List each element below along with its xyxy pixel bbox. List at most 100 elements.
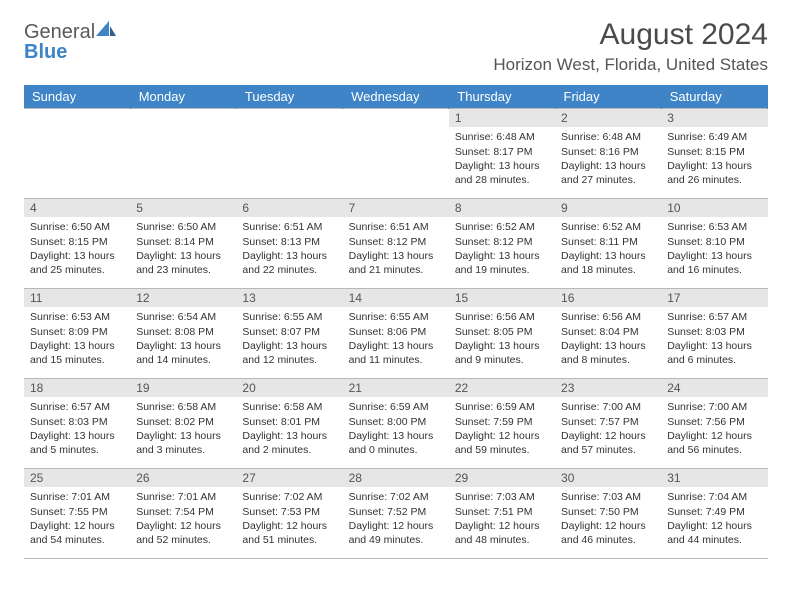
day-sunset-line: Sunset: 8:16 PM bbox=[561, 145, 655, 159]
day-details: Sunrise: 6:55 AMSunset: 8:06 PMDaylight:… bbox=[343, 307, 449, 371]
day-sunrise-line: Sunrise: 7:00 AM bbox=[667, 400, 761, 414]
day-number: 23 bbox=[555, 379, 661, 397]
calendar-week-row: 4Sunrise: 6:50 AMSunset: 8:15 PMDaylight… bbox=[24, 199, 768, 289]
day-details: Sunrise: 6:51 AMSunset: 8:13 PMDaylight:… bbox=[236, 217, 342, 281]
day-daylight1-line: Daylight: 13 hours bbox=[242, 339, 336, 353]
day-details: Sunrise: 7:00 AMSunset: 7:56 PMDaylight:… bbox=[661, 397, 767, 461]
day-details: Sunrise: 6:50 AMSunset: 8:15 PMDaylight:… bbox=[24, 217, 130, 281]
day-details: Sunrise: 6:53 AMSunset: 8:10 PMDaylight:… bbox=[661, 217, 767, 281]
day-sunset-line: Sunset: 8:04 PM bbox=[561, 325, 655, 339]
day-sunset-line: Sunset: 8:11 PM bbox=[561, 235, 655, 249]
day-sunset-line: Sunset: 8:10 PM bbox=[667, 235, 761, 249]
day-daylight1-line: Daylight: 13 hours bbox=[455, 339, 549, 353]
calendar-day-cell: 27Sunrise: 7:02 AMSunset: 7:53 PMDayligh… bbox=[236, 469, 342, 559]
day-daylight2-line: and 19 minutes. bbox=[455, 263, 549, 277]
day-sunset-line: Sunset: 8:00 PM bbox=[349, 415, 443, 429]
calendar-day-cell: 16Sunrise: 6:56 AMSunset: 8:04 PMDayligh… bbox=[555, 289, 661, 379]
day-sunset-line: Sunset: 8:06 PM bbox=[349, 325, 443, 339]
calendar-day-cell: .. bbox=[24, 109, 130, 199]
calendar-day-cell: 3Sunrise: 6:49 AMSunset: 8:15 PMDaylight… bbox=[661, 109, 767, 199]
logo-text-gray: General bbox=[24, 21, 95, 43]
day-details: Sunrise: 6:59 AMSunset: 8:00 PMDaylight:… bbox=[343, 397, 449, 461]
day-sunset-line: Sunset: 7:56 PM bbox=[667, 415, 761, 429]
day-daylight1-line: Daylight: 12 hours bbox=[349, 519, 443, 533]
day-details: Sunrise: 7:01 AMSunset: 7:54 PMDaylight:… bbox=[130, 487, 236, 551]
logo-sail-icon bbox=[95, 20, 117, 38]
calendar-day-cell: 1Sunrise: 6:48 AMSunset: 8:17 PMDaylight… bbox=[449, 109, 555, 199]
day-details: Sunrise: 6:52 AMSunset: 8:11 PMDaylight:… bbox=[555, 217, 661, 281]
day-sunrise-line: Sunrise: 6:51 AM bbox=[349, 220, 443, 234]
day-sunset-line: Sunset: 7:51 PM bbox=[455, 505, 549, 519]
day-sunrise-line: Sunrise: 6:52 AM bbox=[455, 220, 549, 234]
day-sunrise-line: Sunrise: 6:48 AM bbox=[561, 130, 655, 144]
logo: General Blue bbox=[24, 18, 117, 62]
location-subtitle: Horizon West, Florida, United States bbox=[493, 55, 768, 75]
day-number: 14 bbox=[343, 289, 449, 307]
calendar-day-cell: 21Sunrise: 6:59 AMSunset: 8:00 PMDayligh… bbox=[343, 379, 449, 469]
calendar-day-cell: 26Sunrise: 7:01 AMSunset: 7:54 PMDayligh… bbox=[130, 469, 236, 559]
day-number: 11 bbox=[24, 289, 130, 307]
day-sunrise-line: Sunrise: 6:55 AM bbox=[349, 310, 443, 324]
day-details: Sunrise: 6:57 AMSunset: 8:03 PMDaylight:… bbox=[661, 307, 767, 371]
calendar-week-row: 18Sunrise: 6:57 AMSunset: 8:03 PMDayligh… bbox=[24, 379, 768, 469]
day-sunset-line: Sunset: 8:12 PM bbox=[349, 235, 443, 249]
day-daylight2-line: and 23 minutes. bbox=[136, 263, 230, 277]
day-number: 10 bbox=[661, 199, 767, 217]
day-sunrise-line: Sunrise: 6:57 AM bbox=[667, 310, 761, 324]
day-sunset-line: Sunset: 8:08 PM bbox=[136, 325, 230, 339]
day-daylight2-line: and 54 minutes. bbox=[30, 533, 124, 547]
calendar-day-cell: .. bbox=[343, 109, 449, 199]
day-daylight2-line: and 15 minutes. bbox=[30, 353, 124, 367]
calendar-day-cell: 11Sunrise: 6:53 AMSunset: 8:09 PMDayligh… bbox=[24, 289, 130, 379]
calendar-day-cell: 14Sunrise: 6:55 AMSunset: 8:06 PMDayligh… bbox=[343, 289, 449, 379]
day-daylight1-line: Daylight: 12 hours bbox=[561, 519, 655, 533]
day-sunset-line: Sunset: 8:05 PM bbox=[455, 325, 549, 339]
day-sunset-line: Sunset: 8:09 PM bbox=[30, 325, 124, 339]
day-sunset-line: Sunset: 7:49 PM bbox=[667, 505, 761, 519]
day-daylight2-line: and 48 minutes. bbox=[455, 533, 549, 547]
day-daylight1-line: Daylight: 13 hours bbox=[136, 429, 230, 443]
day-daylight1-line: Daylight: 13 hours bbox=[30, 429, 124, 443]
day-sunset-line: Sunset: 8:17 PM bbox=[455, 145, 549, 159]
day-sunrise-line: Sunrise: 6:58 AM bbox=[136, 400, 230, 414]
calendar-day-cell: 13Sunrise: 6:55 AMSunset: 8:07 PMDayligh… bbox=[236, 289, 342, 379]
day-daylight2-line: and 3 minutes. bbox=[136, 443, 230, 457]
day-sunrise-line: Sunrise: 6:59 AM bbox=[349, 400, 443, 414]
logo-text-blue: Blue bbox=[24, 41, 67, 63]
day-daylight2-line: and 18 minutes. bbox=[561, 263, 655, 277]
day-number: 31 bbox=[661, 469, 767, 487]
day-sunrise-line: Sunrise: 7:01 AM bbox=[136, 490, 230, 504]
day-number: 15 bbox=[449, 289, 555, 307]
day-daylight2-line: and 26 minutes. bbox=[667, 173, 761, 187]
day-daylight2-line: and 21 minutes. bbox=[349, 263, 443, 277]
day-number: 18 bbox=[24, 379, 130, 397]
calendar-table: Sunday Monday Tuesday Wednesday Thursday… bbox=[24, 85, 768, 559]
day-details: Sunrise: 6:59 AMSunset: 7:59 PMDaylight:… bbox=[449, 397, 555, 461]
day-daylight1-line: Daylight: 13 hours bbox=[561, 249, 655, 263]
day-daylight2-line: and 57 minutes. bbox=[561, 443, 655, 457]
day-daylight1-line: Daylight: 13 hours bbox=[561, 339, 655, 353]
day-number: 8 bbox=[449, 199, 555, 217]
calendar-week-row: 25Sunrise: 7:01 AMSunset: 7:55 PMDayligh… bbox=[24, 469, 768, 559]
day-details: Sunrise: 6:51 AMSunset: 8:12 PMDaylight:… bbox=[343, 217, 449, 281]
weekday-header: Friday bbox=[555, 85, 661, 109]
calendar-header-row: Sunday Monday Tuesday Wednesday Thursday… bbox=[24, 85, 768, 109]
day-sunrise-line: Sunrise: 6:54 AM bbox=[136, 310, 230, 324]
day-daylight2-line: and 25 minutes. bbox=[30, 263, 124, 277]
calendar-day-cell: 8Sunrise: 6:52 AMSunset: 8:12 PMDaylight… bbox=[449, 199, 555, 289]
weekday-header: Tuesday bbox=[236, 85, 342, 109]
day-number: 29 bbox=[449, 469, 555, 487]
day-details: Sunrise: 7:02 AMSunset: 7:53 PMDaylight:… bbox=[236, 487, 342, 551]
day-details: Sunrise: 6:49 AMSunset: 8:15 PMDaylight:… bbox=[661, 127, 767, 191]
day-details: Sunrise: 6:55 AMSunset: 8:07 PMDaylight:… bbox=[236, 307, 342, 371]
day-daylight1-line: Daylight: 13 hours bbox=[136, 249, 230, 263]
day-sunrise-line: Sunrise: 7:03 AM bbox=[455, 490, 549, 504]
day-number: 3 bbox=[661, 109, 767, 127]
day-sunrise-line: Sunrise: 6:49 AM bbox=[667, 130, 761, 144]
day-daylight2-line: and 28 minutes. bbox=[455, 173, 549, 187]
calendar-day-cell: 19Sunrise: 6:58 AMSunset: 8:02 PMDayligh… bbox=[130, 379, 236, 469]
day-daylight1-line: Daylight: 13 hours bbox=[455, 159, 549, 173]
day-details: Sunrise: 7:04 AMSunset: 7:49 PMDaylight:… bbox=[661, 487, 767, 551]
day-daylight1-line: Daylight: 13 hours bbox=[136, 339, 230, 353]
day-sunset-line: Sunset: 8:07 PM bbox=[242, 325, 336, 339]
